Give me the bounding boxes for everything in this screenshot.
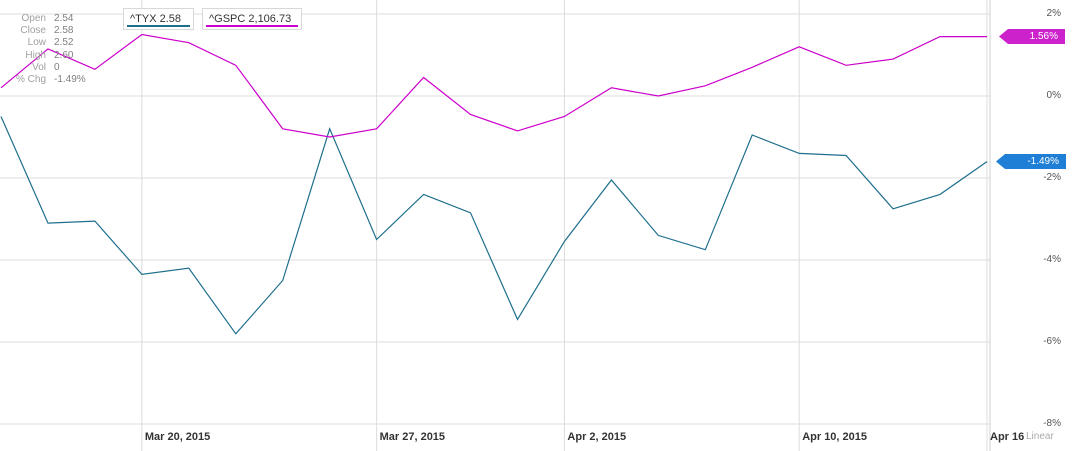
x-tick-label: Apr 16 [990, 431, 1025, 443]
x-tick-label: Apr 2, 2015 [567, 431, 627, 443]
ohlc-value: 2.60 [54, 49, 74, 61]
legend-tyx-label: ^TYX 2.58 [130, 13, 182, 25]
ohlc-readout: Open 2.54 Close 2.58 Low 2.52 High 2.60 Vol 0% Ch… [2, 13, 86, 86]
y-tick-label: -2% [1043, 172, 1061, 183]
ohlc-row: Close 2.58 [2, 25, 86, 37]
legend-gspc-label: ^GSPC 2,106.73 [209, 13, 292, 25]
ohlc-value: -1.49% [54, 74, 86, 86]
x-tick-label: Mar 20, 2015 [144, 431, 211, 443]
x-tick-label: Mar 27, 2015 [379, 431, 446, 443]
ohlc-label: Low [27, 37, 46, 49]
ohlc-label: % Chg [15, 74, 46, 86]
y-tick-label: 0% [1046, 90, 1061, 101]
ohlc-value: 0 [54, 61, 60, 73]
legend-tyx[interactable]: ^TYX 2.58 [123, 8, 194, 30]
gspc-last-value-tag: 1.56% [999, 29, 1065, 44]
series-line-tyx [0, 116, 988, 335]
ohlc-label: Open [21, 13, 46, 24]
legend-gspc[interactable]: ^GSPC 2,106.73 [202, 8, 302, 30]
y-tick-label: 2% [1046, 8, 1061, 19]
ohlc-value: 2.58 [54, 25, 74, 37]
ohlc-label: Vol [32, 61, 46, 73]
y-tick-label: -8% [1043, 418, 1061, 429]
ohlc-value: 2.54 [54, 13, 74, 24]
ohlc-row: Low 2.52 [2, 37, 86, 49]
scale-mode-toggle[interactable]: Linear [1026, 431, 1054, 442]
ohlc-row: Vol 0 [2, 62, 86, 74]
grid-lines [0, 0, 991, 451]
legend-tyx-swatch [127, 25, 190, 27]
ohlc-label: High [25, 49, 46, 61]
ohlc-row: High 2.60 [2, 50, 86, 62]
series-line-gspc [0, 33, 987, 138]
ohlc-row: % Chg -1.49% [2, 74, 86, 86]
legend-gspc-swatch [206, 25, 298, 27]
series-lines [0, 33, 988, 335]
tyx-last-value-tag: -1.49% [996, 154, 1066, 169]
ohlc-label: Close [20, 25, 46, 37]
x-tick-label: Apr 10, 2015 [802, 431, 868, 443]
ohlc-row: Open 2.54 [2, 13, 86, 25]
ohlc-value: 2.52 [54, 37, 74, 49]
y-tick-label: -4% [1043, 254, 1061, 265]
y-tick-label: -6% [1043, 336, 1061, 347]
